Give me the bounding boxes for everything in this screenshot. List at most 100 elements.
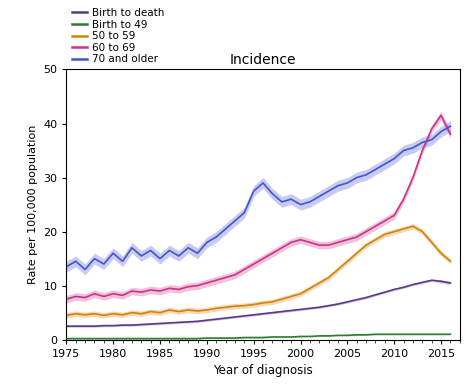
- 60 to 69: [129, 289, 135, 293]
- 50 to 59: [232, 304, 238, 308]
- 50 to 59: [419, 229, 425, 234]
- 70 and older: [438, 129, 444, 134]
- 50 to 59: [438, 251, 444, 256]
- 60 to 69: [138, 290, 144, 295]
- 50 to 59: [335, 267, 341, 272]
- 50 to 59: [307, 286, 313, 291]
- Birth to 49: [232, 336, 238, 340]
- Birth to death: [382, 290, 388, 295]
- Birth to death: [288, 308, 294, 313]
- Birth to death: [64, 324, 69, 328]
- 50 to 59: [82, 313, 88, 317]
- 50 to 59: [138, 312, 144, 316]
- Birth to 49: [213, 336, 219, 340]
- 70 and older: [382, 162, 388, 166]
- Birth to 49: [251, 335, 256, 340]
- 70 and older: [288, 197, 294, 201]
- Birth to 49: [148, 336, 154, 341]
- Birth to death: [317, 305, 322, 310]
- Line: Birth to death: Birth to death: [66, 280, 450, 326]
- Birth to death: [241, 313, 247, 318]
- 60 to 69: [73, 294, 79, 299]
- 50 to 59: [251, 302, 256, 307]
- Birth to 49: [438, 332, 444, 337]
- Birth to 49: [129, 336, 135, 341]
- 70 and older: [354, 175, 360, 180]
- Birth to 49: [82, 336, 88, 341]
- 60 to 69: [382, 218, 388, 223]
- Birth to death: [91, 324, 97, 328]
- Line: 60 to 69: 60 to 69: [66, 115, 450, 299]
- Birth to death: [101, 323, 107, 328]
- 70 and older: [401, 148, 406, 153]
- 70 and older: [166, 248, 172, 253]
- 50 to 59: [260, 301, 266, 305]
- 50 to 59: [91, 312, 97, 316]
- 60 to 69: [335, 240, 341, 245]
- Birth to 49: [91, 336, 97, 341]
- 70 and older: [447, 124, 453, 129]
- Birth to 49: [363, 332, 369, 337]
- Birth to death: [410, 282, 416, 287]
- X-axis label: Year of diagnosis: Year of diagnosis: [213, 364, 313, 377]
- 60 to 69: [64, 297, 69, 301]
- Birth to 49: [185, 336, 191, 341]
- Birth to 49: [110, 336, 116, 341]
- Birth to 49: [307, 334, 313, 339]
- 50 to 59: [176, 309, 182, 314]
- 60 to 69: [345, 237, 350, 242]
- 50 to 59: [213, 306, 219, 311]
- 70 and older: [410, 146, 416, 150]
- Line: Birth to 49: Birth to 49: [66, 334, 450, 339]
- Birth to death: [251, 313, 256, 317]
- Birth to death: [204, 318, 210, 323]
- Birth to 49: [326, 334, 331, 338]
- 60 to 69: [101, 294, 107, 299]
- 70 and older: [176, 254, 182, 258]
- 50 to 59: [120, 313, 126, 317]
- Birth to 49: [279, 335, 285, 339]
- Birth to death: [110, 323, 116, 328]
- Birth to death: [73, 324, 79, 328]
- 70 and older: [345, 181, 350, 185]
- 70 and older: [101, 262, 107, 266]
- 70 and older: [138, 254, 144, 258]
- 70 and older: [157, 256, 163, 261]
- Birth to death: [429, 278, 435, 283]
- 60 to 69: [270, 251, 275, 256]
- Birth to death: [195, 319, 201, 323]
- 50 to 59: [64, 313, 69, 318]
- 50 to 59: [401, 227, 406, 231]
- 70 and older: [120, 259, 126, 264]
- 50 to 59: [101, 313, 107, 318]
- 50 to 59: [288, 294, 294, 299]
- 50 to 59: [270, 300, 275, 304]
- 70 and older: [129, 245, 135, 250]
- 70 and older: [185, 245, 191, 250]
- 60 to 69: [195, 283, 201, 288]
- Birth to death: [447, 281, 453, 285]
- Birth to 49: [270, 335, 275, 339]
- Birth to death: [392, 287, 397, 292]
- 60 to 69: [392, 213, 397, 218]
- Birth to 49: [195, 336, 201, 341]
- 50 to 59: [73, 312, 79, 316]
- Birth to 49: [101, 336, 107, 341]
- 50 to 59: [148, 309, 154, 314]
- Birth to 49: [241, 335, 247, 340]
- Birth to 49: [298, 334, 303, 339]
- 50 to 59: [447, 259, 453, 264]
- 70 and older: [317, 194, 322, 199]
- Line: 70 and older: 70 and older: [66, 126, 450, 269]
- Birth to death: [120, 323, 126, 327]
- Birth to death: [232, 315, 238, 319]
- 60 to 69: [157, 289, 163, 293]
- 70 and older: [110, 251, 116, 256]
- Birth to 49: [157, 336, 163, 341]
- Birth to 49: [354, 332, 360, 337]
- 60 to 69: [317, 243, 322, 247]
- Birth to 49: [176, 336, 182, 341]
- Birth to death: [345, 300, 350, 304]
- 70 and older: [270, 191, 275, 196]
- Birth to 49: [373, 332, 378, 337]
